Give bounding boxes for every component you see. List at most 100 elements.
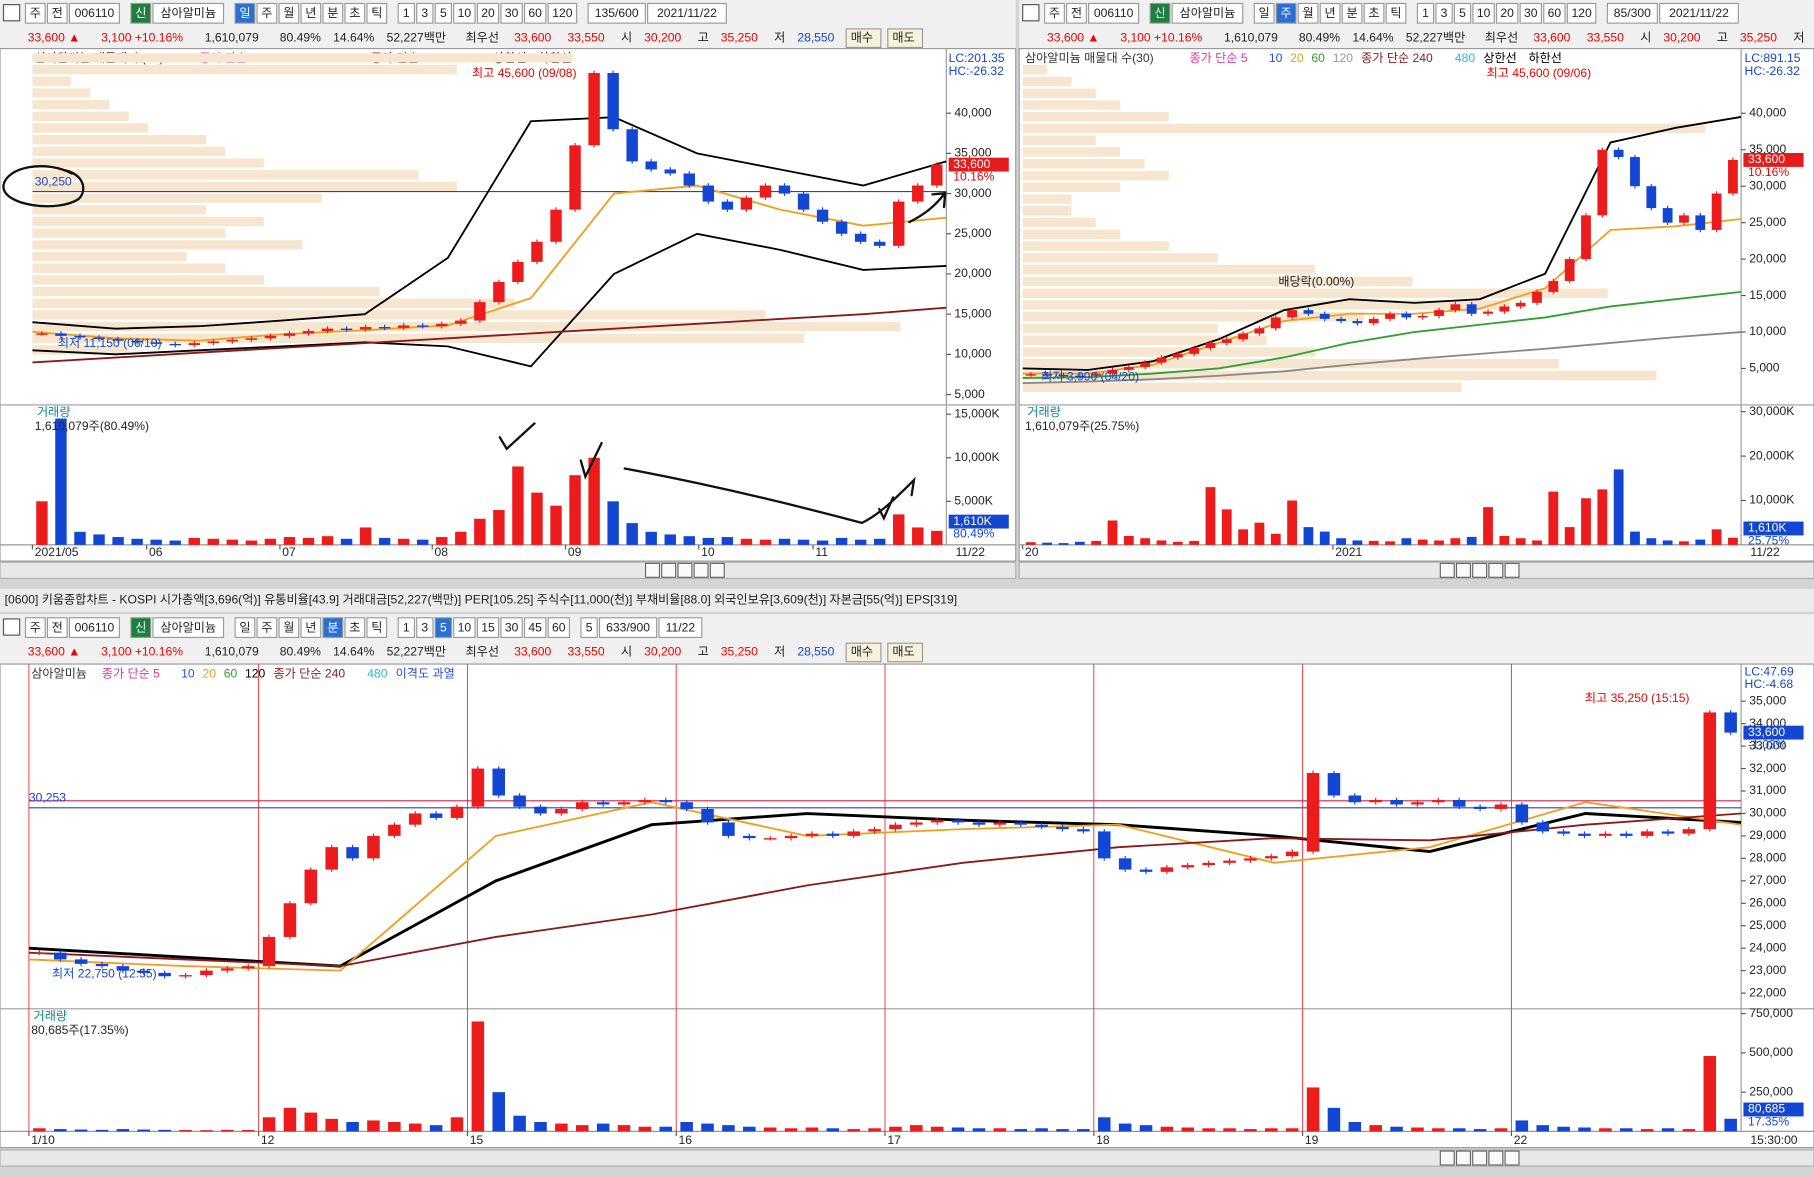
toolbar-label[interactable]: 주 (1281, 6, 1292, 20)
toolbar-button[interactable] (453, 617, 476, 639)
toolbar-label[interactable]: 45 (528, 620, 542, 634)
toolbar-label[interactable]: 년 (305, 620, 316, 634)
toolbar-button[interactable] (300, 2, 322, 24)
toolbar-label[interactable]: 30 (505, 6, 519, 20)
scroll-button[interactable] (709, 562, 725, 578)
toolbar-button[interactable] (1341, 2, 1363, 24)
toolbar-label[interactable]: 전 (52, 6, 63, 20)
toolbar-button[interactable] (523, 617, 547, 639)
toolbar-label[interactable]: 전 (52, 620, 63, 634)
order-label[interactable]: 매도 (892, 645, 914, 659)
toolbar-button[interactable] (152, 617, 225, 639)
toolbar-label[interactable]: 5 (440, 620, 447, 634)
toolbar-label[interactable]: 3 (421, 6, 428, 20)
toolbar-label[interactable]: 10 (458, 620, 472, 634)
toolbar-button[interactable] (416, 2, 434, 24)
toolbar-label[interactable]: 신 (135, 6, 146, 20)
toolbar-button[interactable] (434, 617, 453, 639)
order-button[interactable] (887, 642, 924, 663)
toolbar-label[interactable]: 신 (135, 620, 146, 634)
toolbar-label[interactable]: 3 (421, 620, 428, 634)
toolbar-label[interactable]: 초 (349, 6, 360, 20)
toolbar-button[interactable] (1149, 2, 1171, 24)
toolbar-label[interactable]: 30 (1524, 6, 1538, 20)
toolbar-label[interactable]: 분 (1346, 6, 1357, 20)
toolbar-label[interactable]: 5 (440, 6, 447, 20)
toolbar-button[interactable] (500, 617, 523, 639)
scroll-button[interactable] (693, 562, 709, 578)
scroll-button[interactable] (1472, 1150, 1488, 1166)
toolbar-button[interactable] (46, 617, 68, 639)
toolbar-icon[interactable] (2, 4, 21, 22)
toolbar-button[interactable] (322, 2, 344, 24)
toolbar-label[interactable]: 주 (30, 6, 41, 20)
toolbar-label[interactable]: 1 (1422, 6, 1429, 20)
order-label[interactable]: 매도 (892, 30, 914, 44)
toolbar-label[interactable]: 3 (1441, 6, 1448, 20)
toolbar-label[interactable]: 20 (1500, 6, 1514, 20)
toolbar-button[interactable] (580, 617, 598, 639)
toolbar-button[interactable] (476, 617, 500, 639)
toolbar-label[interactable]: 30 (505, 620, 519, 634)
toolbar-button[interactable] (1472, 2, 1495, 24)
toolbar-label[interactable]: 초 (349, 620, 360, 634)
toolbar-button[interactable] (658, 617, 703, 639)
toolbar-button[interactable] (1606, 2, 1658, 24)
scroll-button[interactable] (1488, 562, 1504, 578)
toolbar-button[interactable] (344, 2, 366, 24)
toolbar-button[interactable] (24, 617, 46, 639)
toolbar-label[interactable]: 틱 (1390, 6, 1401, 20)
toolbar-label[interactable]: 삼아알미늄 (160, 6, 216, 20)
toolbar-button[interactable] (1659, 2, 1739, 24)
toolbar-button[interactable] (1088, 2, 1140, 24)
toolbar-button[interactable] (1543, 2, 1566, 24)
scroll-button[interactable] (677, 562, 693, 578)
toolbar-label[interactable]: 삼아알미늄 (1180, 6, 1236, 20)
toolbar-button[interactable] (453, 2, 476, 24)
scroll-button[interactable] (1504, 1150, 1520, 1166)
toolbar-button[interactable] (322, 617, 344, 639)
toolbar-button[interactable] (547, 617, 571, 639)
toolbar-button[interactable] (234, 2, 256, 24)
toolbar-button[interactable] (366, 2, 388, 24)
toolbar-button[interactable] (397, 617, 415, 639)
toolbar-button[interactable] (234, 617, 256, 639)
toolbar-button[interactable] (130, 2, 152, 24)
toolbar-button[interactable] (256, 2, 278, 24)
toolbar-button[interactable] (1363, 2, 1385, 24)
toolbar-button[interactable] (24, 2, 46, 24)
toolbar-button[interactable] (476, 2, 500, 24)
scroll-button[interactable] (1439, 562, 1455, 578)
toolbar-button[interactable] (344, 617, 366, 639)
toolbar-label[interactable]: 10 (1477, 6, 1491, 20)
toolbar-icon[interactable] (1022, 4, 1040, 22)
toolbar-button[interactable] (68, 2, 120, 24)
toolbar-label[interactable]: 5 (586, 620, 593, 634)
toolbar-label[interactable]: 틱 (371, 620, 382, 634)
toolbar-label[interactable]: 년 (1324, 6, 1335, 20)
scrollbar[interactable] (0, 561, 1017, 580)
toolbar-button[interactable] (130, 617, 152, 639)
toolbar-label[interactable]: 년 (305, 6, 316, 20)
toolbar-button[interactable] (1495, 2, 1519, 24)
toolbar-button[interactable] (366, 617, 388, 639)
toolbar-button[interactable] (523, 2, 547, 24)
toolbar-button[interactable] (256, 617, 278, 639)
toolbar-button[interactable] (416, 617, 434, 639)
toolbar-label[interactable]: 틱 (371, 6, 382, 20)
toolbar-label[interactable]: 주 (261, 6, 272, 20)
toolbar-label[interactable]: 주 (30, 620, 41, 634)
order-label[interactable]: 매수 (851, 645, 873, 659)
toolbar-label[interactable]: 주 (261, 620, 272, 634)
scroll-button[interactable] (1439, 1150, 1455, 1166)
toolbar-label[interactable]: 10 (458, 6, 472, 20)
toolbar-button[interactable] (397, 2, 415, 24)
order-button[interactable] (845, 642, 882, 663)
toolbar-label[interactable]: 633/900 (606, 620, 650, 634)
toolbar-button[interactable] (1066, 2, 1087, 24)
scrollbar[interactable] (0, 1149, 1814, 1167)
toolbar-button[interactable] (1319, 2, 1341, 24)
toolbar-button[interactable] (278, 2, 300, 24)
toolbar-button[interactable] (647, 2, 727, 24)
order-button[interactable] (887, 28, 924, 49)
